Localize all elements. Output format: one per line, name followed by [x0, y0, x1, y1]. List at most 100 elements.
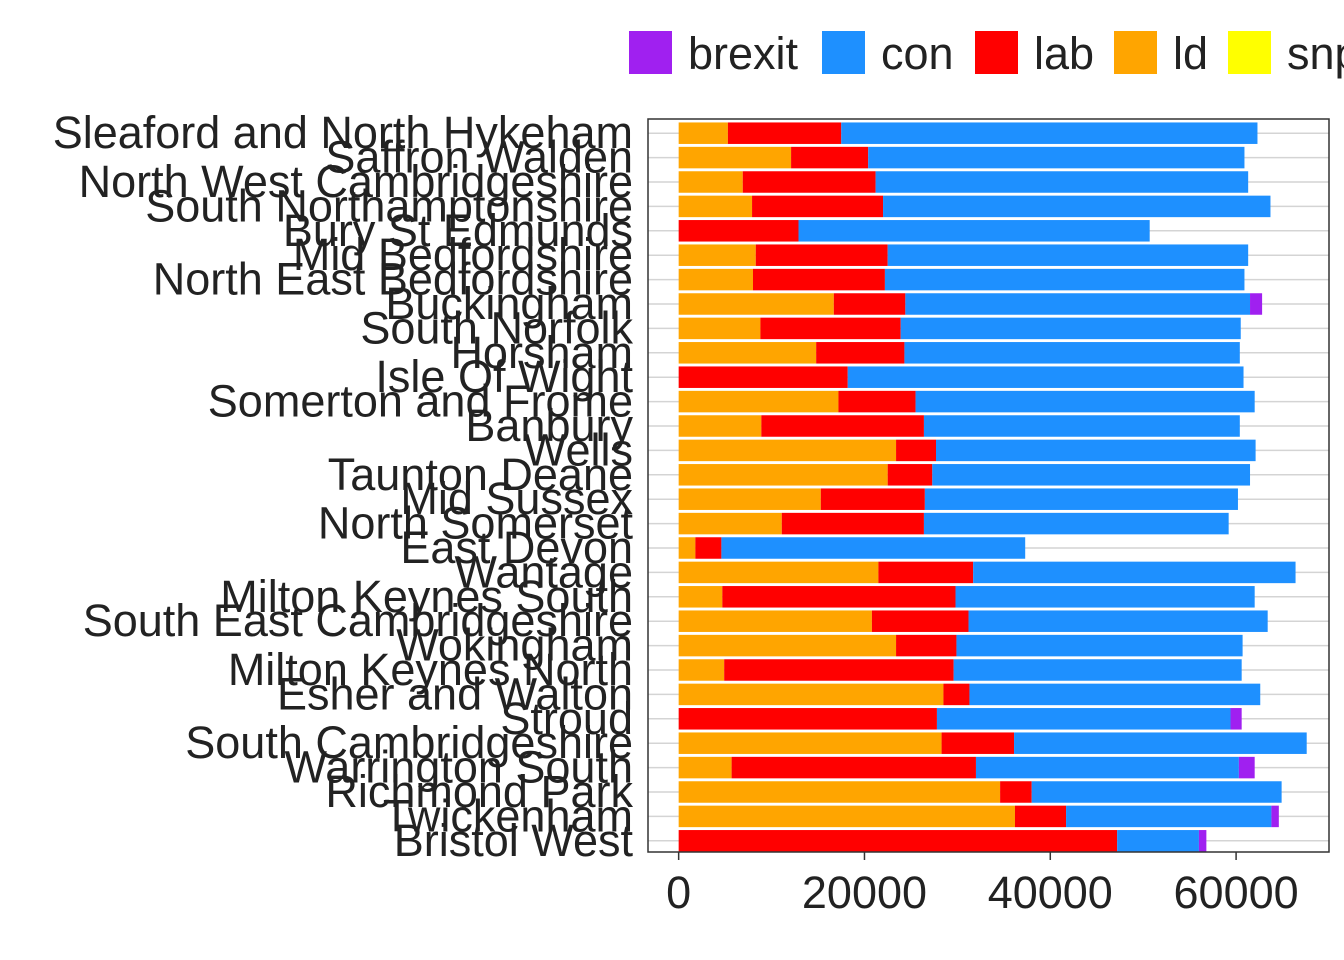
legend-swatch-ld	[1114, 31, 1157, 74]
bar-richmond-park-ld	[678, 781, 1001, 803]
bar-twickenham-lab	[1014, 805, 1067, 828]
bar-stroud-brexit	[1230, 708, 1242, 730]
y-tick-label-somerton-and-frome: Somerton and Frome	[208, 376, 633, 427]
bar-bury-st-edmunds-lab	[678, 220, 799, 242]
y-tick-label-taunton-deane: Taunton Deane	[328, 449, 633, 500]
bar-north-somerset-con	[923, 512, 1229, 535]
y-tick-label-south-norfolk: South Norfolk	[360, 302, 633, 353]
bar-wokingham-lab	[896, 634, 957, 657]
bar-east-devon-ld	[678, 537, 696, 559]
bar-taunton-deane-ld	[678, 464, 888, 486]
y-tick-label-esher-and-walton: Esher and Walton	[277, 668, 633, 719]
bar-isle-of-wight-con	[847, 366, 1244, 388]
bar-horsham-lab	[816, 342, 905, 364]
bar-sleaford-and-north-hykeham-lab	[727, 122, 842, 144]
bar-milton-keynes-north-ld	[678, 659, 725, 681]
bar-mid-bedfordshire-lab	[755, 244, 888, 266]
bar-esher-and-walton-lab	[943, 683, 970, 706]
bar-warrington-south-con	[975, 756, 1239, 779]
bar-south-norfolk-lab	[760, 317, 901, 340]
bar-north-east-bedfordshire-ld	[678, 268, 753, 291]
bar-south-cambridgeshire-lab	[941, 732, 1015, 754]
bar-east-devon-lab	[695, 537, 722, 559]
bar-south-cambridgeshire-ld	[678, 732, 942, 754]
bar-north-west-cambridgeshire-con	[875, 171, 1249, 193]
bar-saffron-walden-lab	[791, 146, 869, 169]
bar-north-west-cambridgeshire-lab	[742, 171, 876, 193]
y-tick-label-north-west-cambridgeshire: North West Cambridgeshire	[79, 156, 633, 207]
bar-twickenham-brexit	[1271, 805, 1279, 828]
y-tick-label-isle-of-wight: Isle Of Wight	[375, 351, 633, 402]
y-tick-label-wokingham: Wokingham	[396, 620, 633, 671]
bar-south-east-cambridgeshire-con	[968, 610, 1268, 632]
bars	[678, 122, 1307, 852]
bar-warrington-south-lab	[731, 756, 976, 779]
legend-label-lab: lab	[1034, 28, 1094, 79]
bar-milton-keynes-south-lab	[722, 586, 956, 608]
bar-mid-sussex-lab	[820, 488, 925, 510]
bar-isle-of-wight-lab	[678, 366, 848, 388]
bar-mid-sussex-con	[924, 488, 1238, 510]
bar-north-somerset-lab	[781, 512, 924, 535]
plot-panel-border	[647, 118, 1330, 853]
bar-bristol-west-lab	[678, 830, 1118, 852]
y-tick-label-twickenham: Twickenham	[383, 790, 633, 841]
bar-warrington-south-brexit	[1238, 756, 1255, 779]
bar-mid-sussex-ld	[678, 488, 821, 510]
bar-buckingham-brexit	[1250, 293, 1263, 315]
y-tick-label-south-cambridgeshire: South Cambridgeshire	[185, 717, 633, 768]
bar-banbury-lab	[761, 415, 924, 437]
x-tick-label-20000: 20000	[802, 867, 927, 918]
bar-north-west-cambridgeshire-ld	[678, 171, 743, 193]
bar-horsham-con	[904, 342, 1240, 364]
bar-milton-keynes-north-lab	[724, 659, 954, 681]
y-tick-label-wells: Wells	[524, 424, 633, 475]
bar-mid-bedfordshire-con	[887, 244, 1249, 266]
y-tick-label-warrington-south: Warrington South	[284, 742, 633, 793]
y-tick-label-bristol-west: Bristol West	[394, 815, 634, 866]
legend-swatch-con	[822, 31, 865, 74]
bar-twickenham-ld	[678, 805, 1015, 828]
bar-sleaford-and-north-hykeham-con	[841, 122, 1258, 144]
legend-swatch-snp	[1228, 31, 1271, 74]
bar-wantage-con	[973, 561, 1296, 584]
x-axis: 0 20000 40000 60000	[666, 852, 1299, 918]
bar-bristol-west-con	[1117, 830, 1199, 852]
y-tick-label-horsham: Horsham	[450, 327, 633, 378]
bar-east-devon-con	[721, 537, 1026, 559]
y-tick-label-milton-keynes-south: Milton Keynes South	[220, 571, 633, 622]
bar-buckingham-ld	[678, 293, 834, 315]
bar-esher-and-walton-ld	[678, 683, 944, 706]
bar-south-northamptonshire-con	[883, 195, 1271, 218]
bar-south-norfolk-con	[900, 317, 1241, 340]
legend-label-brexit: brexit	[688, 28, 799, 79]
legend-label-con: con	[881, 28, 954, 79]
bar-north-east-bedfordshire-con	[884, 268, 1245, 291]
legend-swatch-lab	[975, 31, 1018, 74]
bar-stroud-lab	[678, 708, 937, 730]
bar-richmond-park-lab	[1000, 781, 1032, 803]
bar-mid-bedfordshire-ld	[678, 244, 756, 266]
bar-sleaford-and-north-hykeham-ld	[678, 122, 728, 144]
bar-wells-ld	[678, 439, 897, 462]
y-tick-label-stroud: Stroud	[500, 693, 633, 744]
bar-stroud-con	[936, 708, 1231, 730]
bar-buckingham-lab	[833, 293, 906, 315]
bar-somerton-and-frome-lab	[838, 390, 916, 413]
bar-wells-con	[936, 439, 1256, 462]
bar-wantage-ld	[678, 561, 879, 584]
bar-wokingham-con	[956, 634, 1243, 657]
y-tick-label-milton-keynes-north: Milton Keynes North	[228, 644, 633, 695]
y-tick-label-north-somerset: North Somerset	[318, 498, 634, 549]
legend-label-ld: ld	[1173, 28, 1208, 79]
legend-swatch-brexit	[629, 31, 672, 74]
y-tick-label-south-northamptonshire: South Northamptonshire	[145, 180, 633, 231]
y-tick-label-banbury: Banbury	[465, 400, 633, 451]
bar-bristol-west-brexit	[1198, 830, 1207, 852]
bar-wantage-lab	[878, 561, 974, 584]
y-tick-label-buckingham: Buckingham	[385, 278, 633, 329]
bar-saffron-walden-con	[868, 146, 1245, 169]
x-tick-label-0: 0	[666, 867, 691, 918]
y-tick-label-saffron-walden: Saffron Walden	[325, 132, 633, 183]
